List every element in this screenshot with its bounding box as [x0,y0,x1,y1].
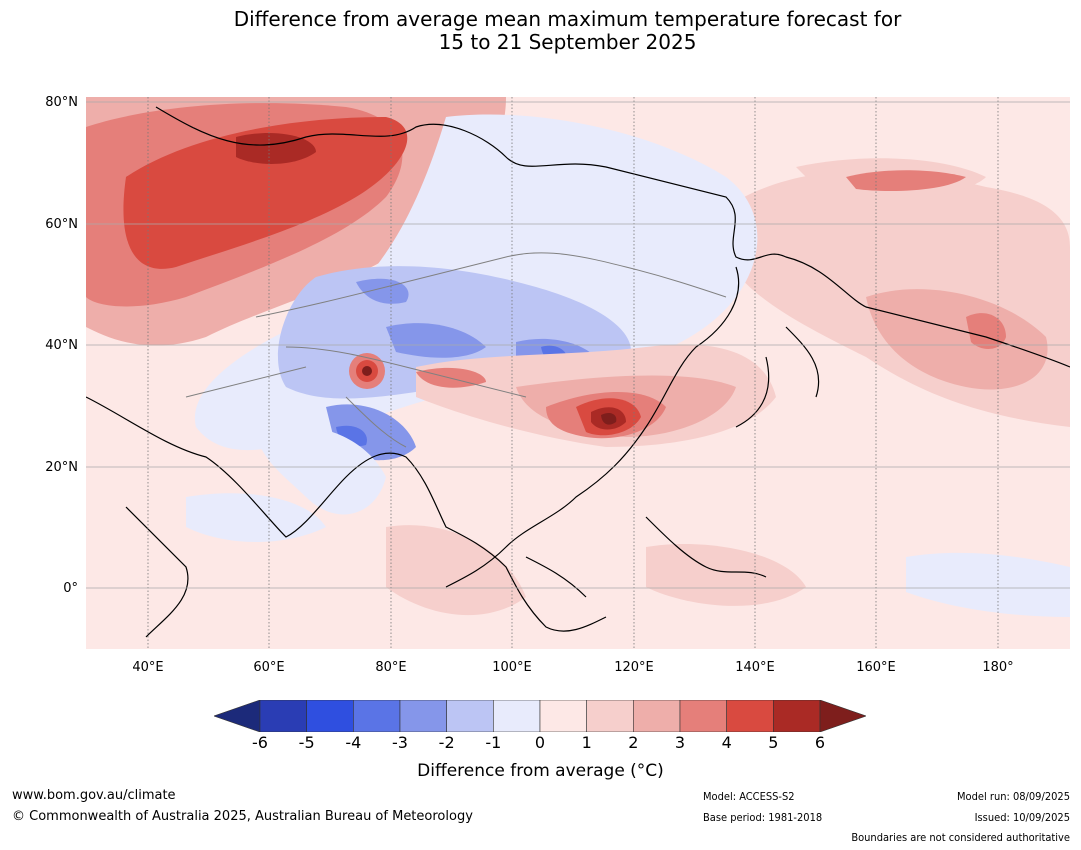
lat-label-20n: 20°N [45,460,78,475]
map-canvas [86,97,1070,649]
colorbar-extend-low [213,699,261,733]
colorbar-tick-label: 3 [674,733,686,752]
lon-label-100e: 100°E [492,660,532,675]
model-text: Model: ACCESS-S2 [703,790,795,803]
colorbar-tick-label: -1 [485,733,502,752]
colorbar [213,699,867,733]
map-title: Difference from average mean maximum tem… [0,8,1081,54]
colorbar-tick-label: -4 [345,733,362,752]
lon-label-160e: 160°E [856,660,896,675]
colorbar-swatches [213,699,867,733]
boundaries-disclaimer: Boundaries are not considered authoritat… [851,831,1070,844]
colorbar-swatch [306,699,354,733]
colorbar-swatch [539,699,587,733]
lon-label-60e: 60°E [253,660,285,675]
colorbar-swatch [773,699,821,733]
lon-label-120e: 120°E [614,660,654,675]
colorbar-swatch [446,699,494,733]
coastlines [86,106,1070,638]
title-line-1: Difference from average mean maximum tem… [233,7,902,31]
graticule-meridians [147,97,999,649]
lon-label-40e: 40°E [132,660,164,675]
country-borders [185,252,727,448]
website-link[interactable]: www.bom.gov.au/climate [12,788,176,803]
colorbar-swatch [726,699,774,733]
lat-label-0: 0° [63,581,78,596]
model-run-text: Model run: 08/09/2025 [957,790,1070,803]
colorbar-swatch [259,699,307,733]
colorbar-extend-high [819,699,867,733]
colorbar-swatch [633,699,681,733]
colorbar-tick-label: -2 [438,733,455,752]
colorbar-tick-label: 0 [534,733,546,752]
colorbar-swatch [493,699,541,733]
colorbar-swatch [399,699,447,733]
colorbar-tick-label: -5 [298,733,315,752]
lat-label-60n: 60°N [45,217,78,232]
lon-label-80e: 80°E [375,660,407,675]
lat-label-80n: 80°N [45,95,78,110]
copyright-text: © Commonwealth of Australia 2025, Austra… [12,809,473,824]
graticule-parallels [86,101,1070,589]
colorbar-swatch [586,699,634,733]
lon-label-180: 180° [982,660,1014,675]
title-line-2: 15 to 21 September 2025 [438,30,697,54]
colorbar-tick-label: 1 [581,733,592,752]
colorbar-swatch [679,699,727,733]
colorbar-tick-label: 4 [721,733,732,752]
lon-label-140e: 140°E [735,660,775,675]
lat-label-40n: 40°N [45,338,78,353]
colorbar-label: Difference from average (°C) [417,761,664,781]
colorbar-tick-label: 6 [814,733,826,752]
colorbar-swatch [353,699,401,733]
anomaly-fields [86,97,1070,617]
colorbar-tick-label: -3 [392,733,408,752]
issued-text: Issued: 10/09/2025 [974,811,1070,824]
colorbar-tick-label: 2 [628,733,639,752]
colorbar-tick-label: -6 [252,733,268,752]
temperature-anomaly-map [86,97,1070,649]
base-period-text: Base period: 1981-2018 [703,811,823,824]
colorbar-tick-label: 5 [768,733,779,752]
